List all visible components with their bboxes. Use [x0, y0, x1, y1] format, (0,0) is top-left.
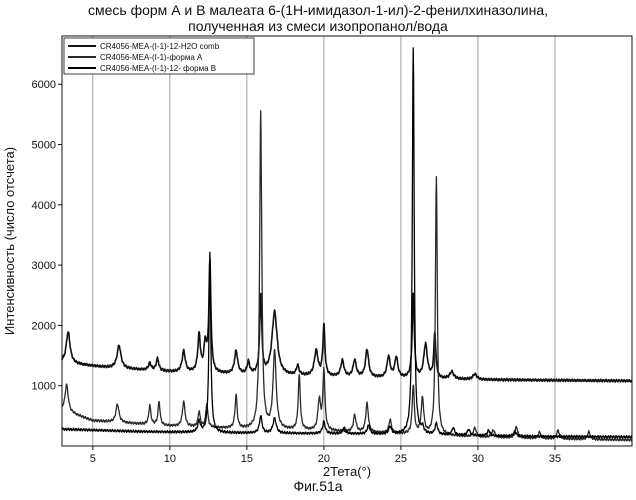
y-tick-label-3000: 3000 [32, 260, 56, 272]
y-tick-label-6000: 6000 [32, 79, 56, 91]
grid-lines [93, 36, 555, 446]
y-axis-label: Интенсивность (число отсчета) [2, 147, 17, 335]
y-axis-ticks: 1000 2000 3000 4000 5000 6000 [32, 79, 62, 392]
y-tick-label-4000: 4000 [32, 200, 56, 212]
legend-entry-1: CR4056-MEA-(I-1)-12-H2O comb [100, 42, 220, 51]
plot-frame [62, 36, 632, 446]
y-tick-label-1000: 1000 [32, 381, 56, 393]
x-tick-label-35: 35 [549, 453, 561, 465]
series-line-1 [62, 259, 632, 382]
legend-entry-3: CR4056-MEA-(I-1)-12- форма B [100, 64, 216, 73]
x-axis-label: 2Тета(°) [323, 464, 371, 479]
x-tick-label-5: 5 [90, 453, 96, 465]
x-tick-label-10: 10 [164, 453, 176, 465]
y-tick-label-2000: 2000 [32, 320, 56, 332]
x-axis-ticks: 5101520253035 [90, 446, 561, 465]
x-tick-label-30: 30 [472, 453, 484, 465]
x-tick-label-15: 15 [241, 453, 253, 465]
x-tick-label-25: 25 [395, 453, 407, 465]
figure-caption: Фиг.51а [0, 478, 636, 494]
legend-entry-2: CR4056-MEA-(I-1)-форма A [100, 53, 203, 62]
series-line-2 [62, 111, 632, 441]
legend: CR4056-MEA-(I-1)-12-H2O comb CR4056-MEA-(… [64, 38, 254, 74]
series-layer [62, 48, 632, 441]
y-tick-label-5000: 5000 [32, 140, 56, 152]
